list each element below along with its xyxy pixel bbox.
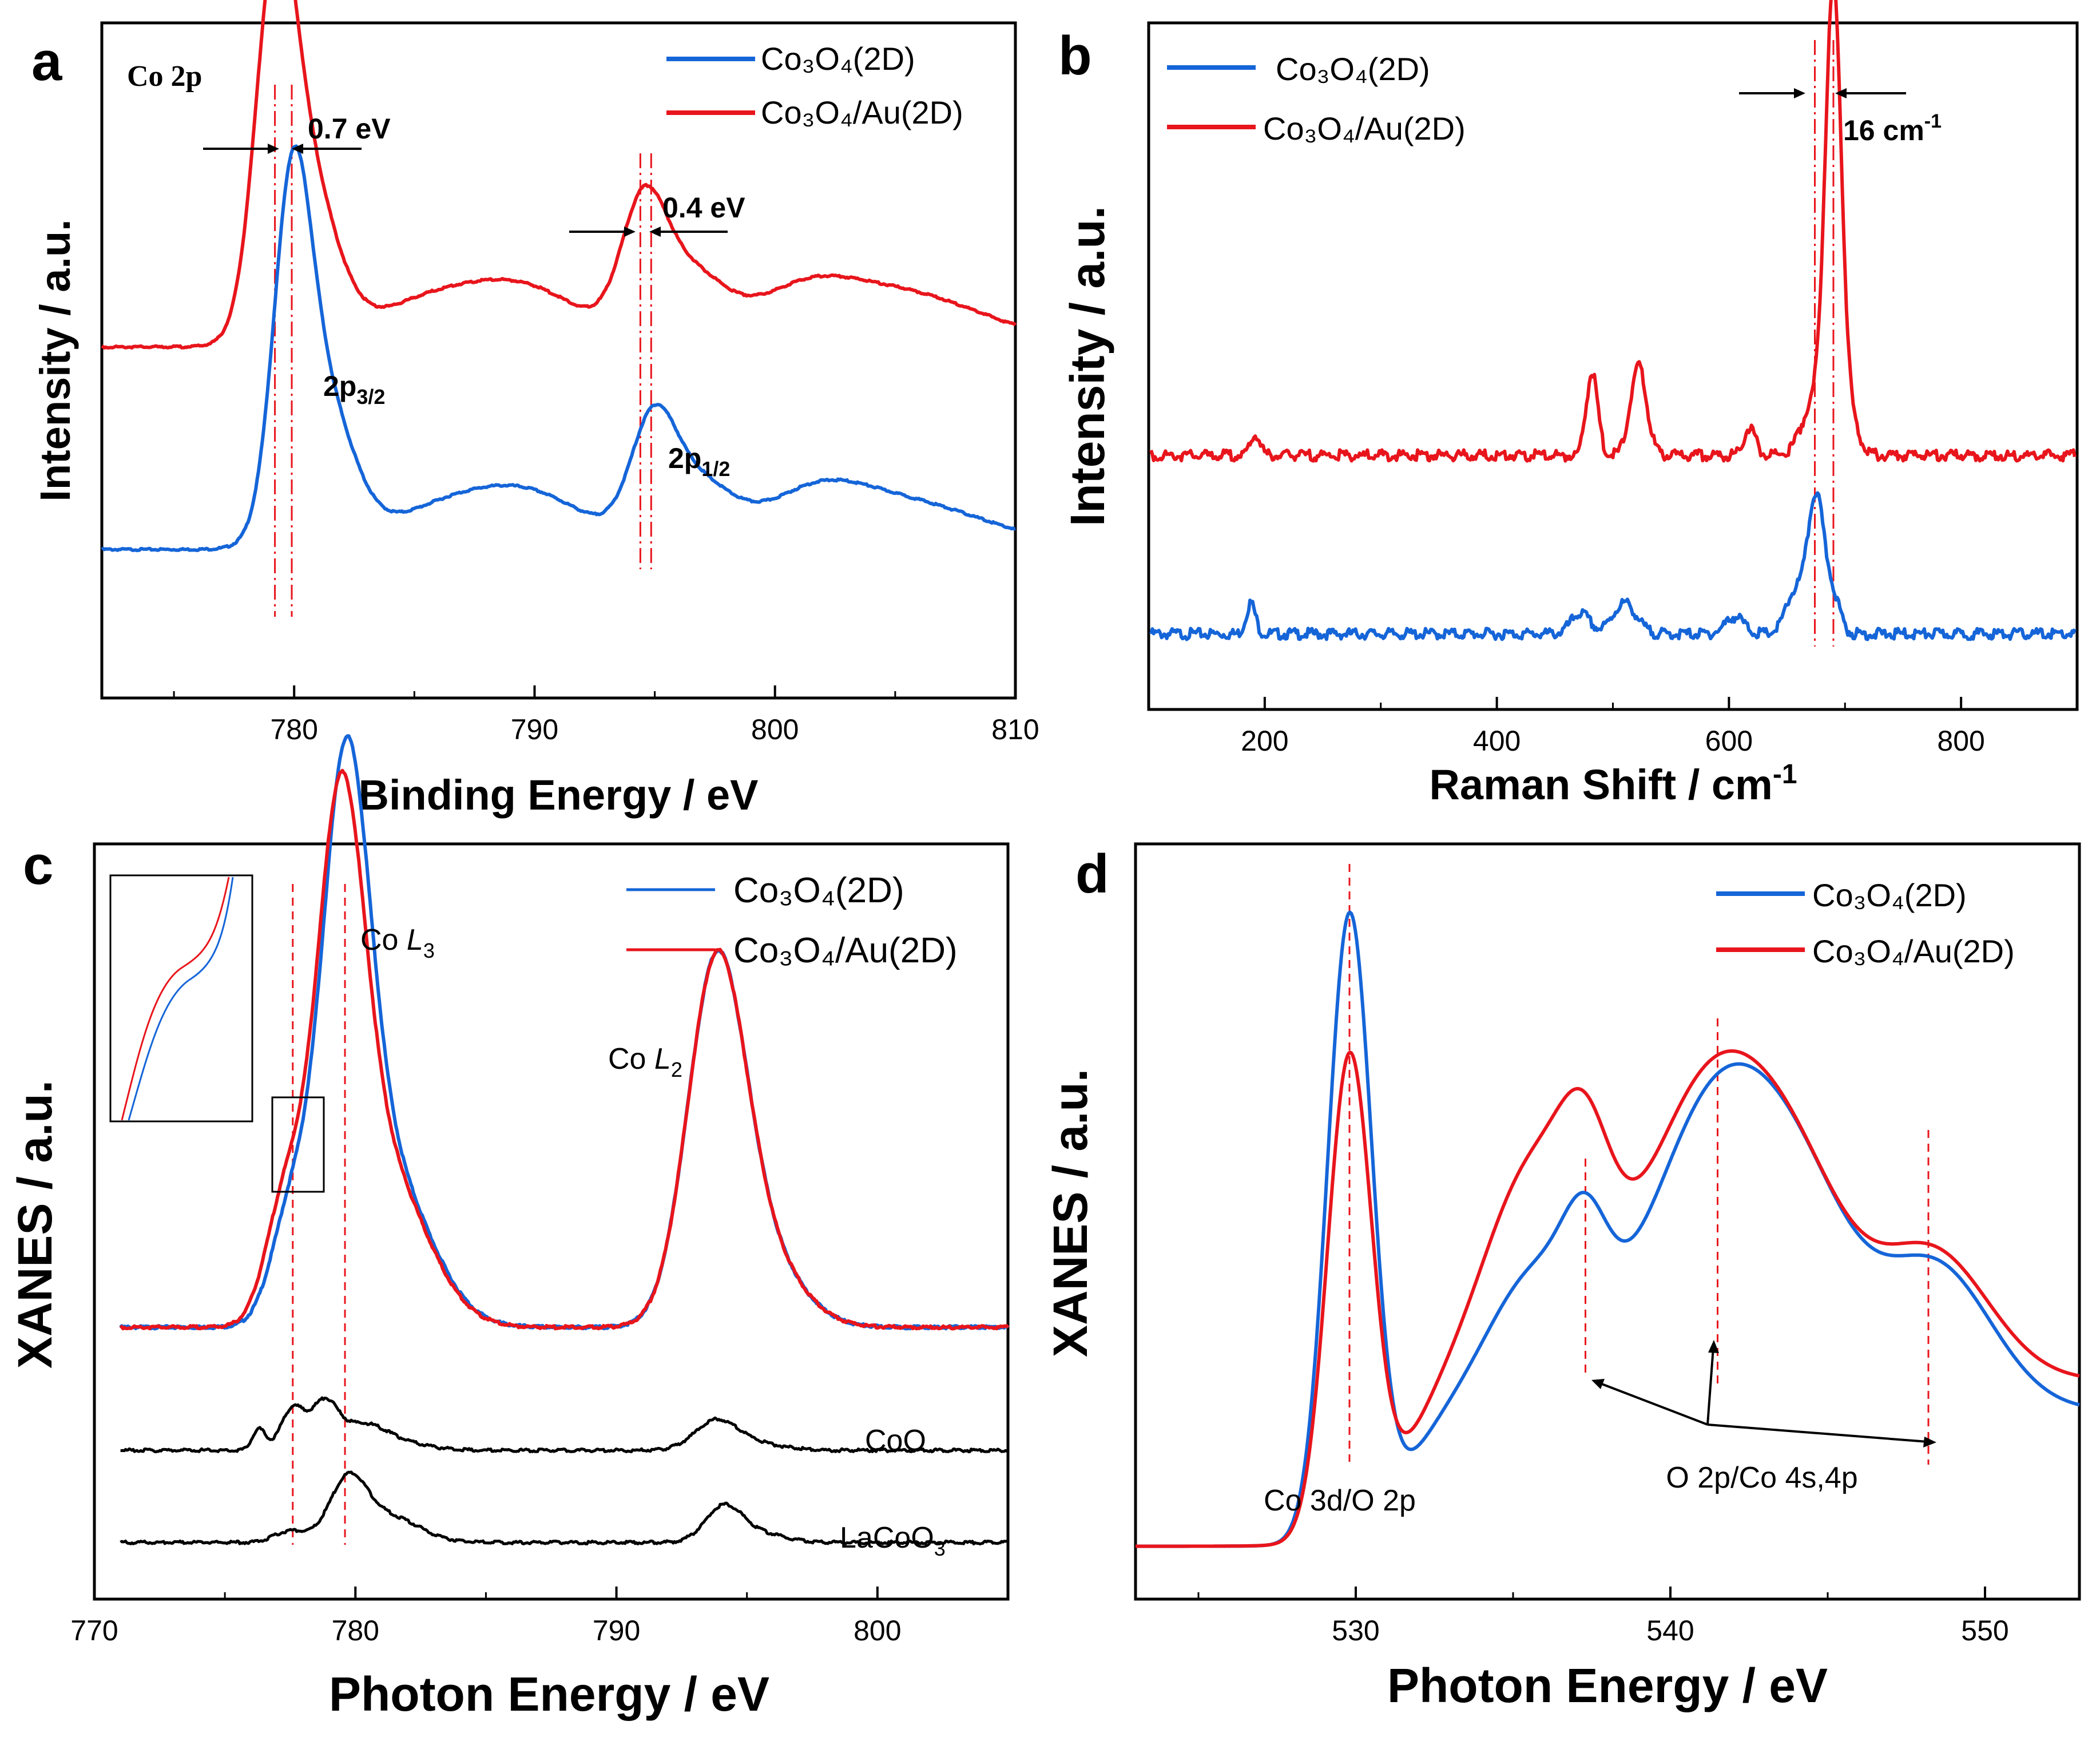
inset-frame bbox=[109, 874, 253, 1123]
panel-a: a 780 790 800 810 Binding Energy / eV Inten… bbox=[31, 0, 1039, 819]
x-tick-label-a-3: 810 bbox=[991, 713, 1039, 745]
series-line-d-0 bbox=[1135, 910, 2080, 1548]
x-ticks-c: 770 780 790 800 bbox=[70, 1587, 1009, 1647]
peak-label-2p12: 2p1/2 bbox=[668, 442, 730, 481]
panel-label-a: a bbox=[31, 31, 62, 92]
series-line-d-1 bbox=[1135, 1049, 2080, 1548]
plot-frame-d bbox=[1134, 842, 2081, 1601]
ref-lines-a bbox=[274, 85, 652, 617]
panel-b: b 200 400 600 800 Raman Shift / cm-1 Intens… bbox=[1058, 0, 2079, 808]
ref-lines-c bbox=[292, 884, 346, 1545]
x-tick-label-d-0: 530 bbox=[1332, 1615, 1379, 1647]
inset-zoom bbox=[109, 874, 253, 1123]
panel-label-b: b bbox=[1058, 25, 1092, 86]
peak-label-2p32: 2p3/2 bbox=[323, 370, 385, 409]
plot-frame-a bbox=[100, 21, 1017, 700]
series-line-c-1 bbox=[119, 768, 1010, 1331]
series-line-a-1 bbox=[101, 0, 1017, 350]
shift-label-07ev: 0.7 eV bbox=[308, 113, 391, 145]
series-line-c-3 bbox=[120, 1470, 1009, 1546]
shift-label-16cm: 16 cm-1 bbox=[1843, 110, 1942, 146]
series-group-a bbox=[101, 0, 1017, 553]
peak-label-co-l3: Co L3 bbox=[360, 923, 435, 962]
legend-label-blue-a: Co₃O₄(2D) bbox=[761, 41, 915, 77]
legend-label-red-c: Co₃O₄/Au(2D) bbox=[733, 931, 958, 970]
x-tick-label-a-1: 790 bbox=[511, 713, 558, 745]
x-ticks-a: 780 790 800 810 bbox=[173, 685, 1039, 745]
panel-label-c: c bbox=[23, 835, 53, 896]
series-line-c-2 bbox=[120, 1396, 1009, 1454]
legend-d: Co₃O₄(2D) Co₃O₄/Au(2D) bbox=[1716, 877, 2015, 969]
series-group-b bbox=[1149, 0, 2077, 641]
shift-arrows-a bbox=[203, 144, 728, 237]
ref-lines-d bbox=[1348, 864, 1930, 1465]
shift-arrows-b bbox=[1739, 88, 1906, 98]
legend-a: Co₃O₄(2D) Co₃O₄/Au(2D) bbox=[666, 41, 963, 130]
legend-c: Co₃O₄(2D) Co₃O₄/Au(2D) bbox=[626, 871, 958, 970]
x-tick-label-d-2: 550 bbox=[1961, 1615, 2008, 1647]
x-tick-label-c-1: 780 bbox=[332, 1615, 379, 1647]
legend-label-blue-c: Co₃O₄(2D) bbox=[733, 871, 904, 910]
x-axis-label-a: Binding Energy / eV bbox=[359, 771, 759, 819]
x-tick-label-a-0: 780 bbox=[270, 713, 317, 745]
x-tick-label-c-3: 800 bbox=[854, 1615, 901, 1647]
x-tick-label-b-0: 200 bbox=[1241, 725, 1288, 757]
inset-red-curve bbox=[121, 877, 230, 1121]
label-o2p-co4s4p: O 2p/Co 4s,4p bbox=[1666, 1461, 1857, 1494]
series-group-d bbox=[1135, 910, 2080, 1548]
legend-label-red-d: Co₃O₄/Au(2D) bbox=[1812, 933, 2015, 969]
peak-label-co-l2: Co L2 bbox=[608, 1042, 682, 1081]
label-coo: CoO bbox=[865, 1424, 926, 1457]
x-tick-label-d-1: 540 bbox=[1646, 1615, 1694, 1647]
legend-label-red-b: Co₃O₄/Au(2D) bbox=[1263, 110, 1466, 146]
legend-label-blue-d: Co₃O₄(2D) bbox=[1812, 877, 1967, 913]
x-tick-label-b-1: 400 bbox=[1473, 725, 1521, 757]
y-axis-label-a: Intensity / a.u. bbox=[31, 219, 79, 501]
x-axis-label-c: Photon Energy / eV bbox=[329, 1667, 769, 1721]
legend-b: Co₃O₄(2D) Co₃O₄/Au(2D) bbox=[1167, 51, 1466, 146]
x-tick-label-c-0: 770 bbox=[70, 1615, 118, 1647]
x-tick-label-c-2: 790 bbox=[593, 1615, 640, 1647]
x-tick-label-a-2: 800 bbox=[751, 713, 799, 745]
shift-label-04ev: 0.4 eV bbox=[662, 192, 745, 224]
x-ticks-b: 200 400 600 800 bbox=[1148, 697, 2078, 757]
x-tick-label-b-2: 600 bbox=[1705, 725, 1753, 757]
label-lacoo3: LaCoO3 bbox=[840, 1521, 946, 1560]
series-line-b-1 bbox=[1149, 0, 2077, 463]
series-line-a-0 bbox=[101, 144, 1016, 553]
zoom-region-box bbox=[271, 1096, 325, 1193]
label-co3d-o2p: Co 3d/O 2p bbox=[1264, 1484, 1416, 1517]
ref-lines-b bbox=[1814, 40, 1835, 647]
x-tick-label-b-3: 800 bbox=[1937, 725, 1984, 757]
panel-label-d: d bbox=[1075, 843, 1109, 905]
series-group-c bbox=[119, 734, 1010, 1546]
x-axis-label-d: Photon Energy / eV bbox=[1387, 1659, 1828, 1712]
legend-label-blue-b: Co₃O₄(2D) bbox=[1276, 51, 1430, 87]
panel-c: c 770 780 790 800 Photon Energy / eV XANES … bbox=[8, 734, 1010, 1721]
legend-label-red-a: Co₃O₄/Au(2D) bbox=[761, 94, 963, 130]
y-axis-label-b: Intensity / a.u. bbox=[1061, 206, 1114, 526]
x-ticks-d: 530 540 550 bbox=[1197, 1587, 2009, 1647]
inner-title-co2p: Co 2p bbox=[127, 60, 202, 93]
panel-d: d 530 540 550 Photon Energy / eV XANES / a… bbox=[1043, 842, 2081, 1712]
inset-blue-curve bbox=[128, 877, 234, 1121]
series-line-b-0 bbox=[1149, 491, 2077, 641]
x-axis-label-b: Raman Shift / cm-1 bbox=[1429, 759, 1797, 808]
annotation-arrows-d bbox=[1591, 1340, 1936, 1448]
plot-frame-c bbox=[93, 842, 1010, 1601]
y-axis-label-d: XANES / a.u. bbox=[1043, 1069, 1097, 1357]
y-axis-label-c: XANES / a.u. bbox=[8, 1080, 62, 1369]
